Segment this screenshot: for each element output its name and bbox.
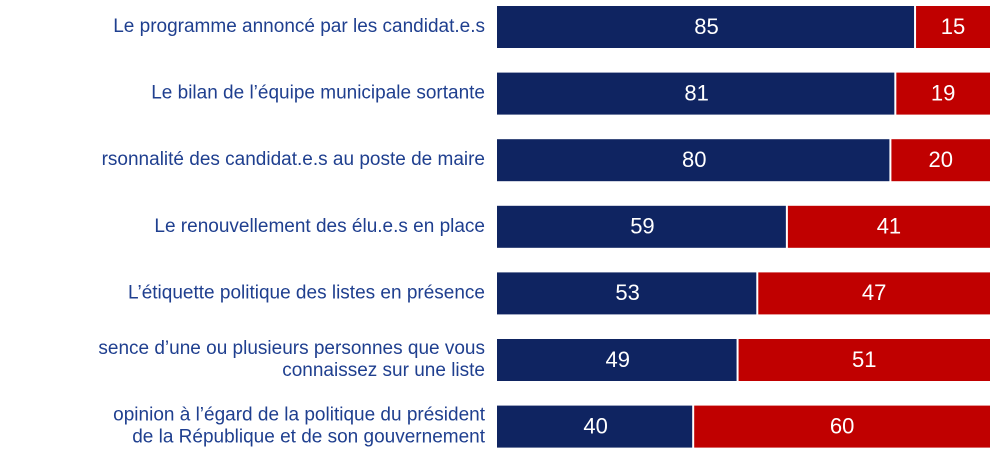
value-label: 81	[684, 80, 708, 105]
category-label: rsonnalité des candidat.e.s au poste de …	[102, 149, 485, 170]
value-label: 51	[852, 347, 876, 372]
bar-segment	[497, 205, 786, 248]
category-label: connaissez sur une liste	[282, 360, 485, 381]
value-label: 49	[606, 347, 630, 372]
value-label: 60	[830, 413, 854, 438]
category-label: Le bilan de l’équipe municipale sortante	[151, 83, 485, 104]
bar-segment	[497, 139, 890, 182]
value-label: 19	[931, 80, 955, 105]
value-label: 53	[615, 280, 639, 305]
value-label: 47	[862, 280, 886, 305]
bar-segment	[758, 272, 990, 315]
value-label: 41	[877, 214, 901, 239]
bar-segment	[497, 72, 895, 115]
value-label: 40	[583, 413, 607, 438]
bar-segment	[694, 405, 990, 448]
value-label: 15	[941, 14, 965, 39]
bar-segment	[787, 205, 990, 248]
category-label: sence d’une ou plusieurs personnes que v…	[98, 338, 485, 359]
category-label: Le programme annoncé par les candidat.e.…	[113, 16, 485, 37]
bar-segment	[896, 72, 990, 115]
category-label: Le renouvellement des élu.e.s en place	[154, 216, 485, 237]
value-label: 59	[630, 214, 654, 239]
category-label: opinion à l’égard de la politique du pré…	[113, 405, 486, 426]
value-label: 20	[928, 147, 952, 172]
bar-segment	[891, 139, 990, 182]
bar-segment	[497, 405, 693, 448]
category-label: de la République et de son gouvernement	[132, 427, 486, 448]
bar-segment	[497, 339, 737, 381]
bar-segment	[497, 272, 757, 315]
category-label: L’étiquette politique des listes en prés…	[128, 282, 485, 303]
bar-segment	[916, 6, 990, 48]
value-label: 80	[682, 147, 706, 172]
bar-segment	[497, 6, 915, 48]
bar-segment	[738, 339, 990, 381]
value-label: 85	[694, 14, 718, 39]
